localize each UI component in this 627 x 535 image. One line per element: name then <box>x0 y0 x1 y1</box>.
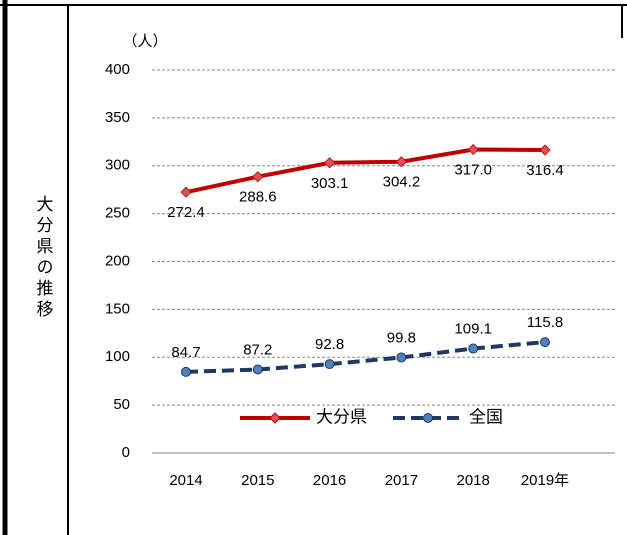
y-unit: （人） <box>122 33 167 50</box>
x-tick-label: 2016 <box>313 472 346 489</box>
data-label: 84.7 <box>171 344 200 361</box>
y-tick-label: 250 <box>105 205 130 222</box>
y-tick-label: 200 <box>105 252 130 269</box>
x-tick-label: 2014 <box>169 472 202 489</box>
y-tick-label: 400 <box>105 61 130 78</box>
marker <box>540 337 550 348</box>
marker <box>324 359 335 370</box>
row-label: 大分県の推移 <box>34 195 54 321</box>
marker <box>467 143 479 156</box>
data-label: 109.1 <box>454 321 492 338</box>
data-label: 317.0 <box>454 161 492 178</box>
data-label: 272.4 <box>167 204 205 221</box>
data-label: 304.2 <box>383 174 421 191</box>
marker <box>395 156 407 168</box>
x-tick-label: 2015 <box>241 472 274 489</box>
marker <box>252 364 263 375</box>
series-line <box>185 147 546 195</box>
y-tick-label: 300 <box>105 157 130 174</box>
marker <box>539 144 551 156</box>
y-tick-label: 50 <box>113 396 130 413</box>
data-label: 115.8 <box>527 314 563 331</box>
marker <box>396 352 407 363</box>
marker <box>324 157 336 169</box>
legend-marker <box>423 413 433 423</box>
data-label: 92.8 <box>315 336 344 353</box>
marker <box>468 343 479 354</box>
x-tick-label: 2018 <box>457 472 490 489</box>
data-label: 87.2 <box>243 341 272 358</box>
marker <box>180 186 192 198</box>
x-tick-label: 2019年 <box>521 472 569 489</box>
y-tick-label: 100 <box>105 348 130 365</box>
data-label: 288.6 <box>239 189 277 206</box>
marker <box>252 171 264 183</box>
y-tick-label: 150 <box>105 300 130 317</box>
data-label: 99.8 <box>387 329 416 346</box>
data-label: 303.1 <box>311 175 349 192</box>
x-tick-label: 2017 <box>385 472 418 489</box>
y-tick-label: 350 <box>105 109 130 126</box>
y-tick-label: 0 <box>122 444 130 461</box>
legend-label: 全国 <box>469 407 503 426</box>
marker <box>181 366 191 377</box>
legend-marker <box>269 412 281 424</box>
legend-label: 大分県 <box>316 407 367 426</box>
series-line <box>185 340 546 374</box>
data-label: 316.4 <box>526 162 564 179</box>
